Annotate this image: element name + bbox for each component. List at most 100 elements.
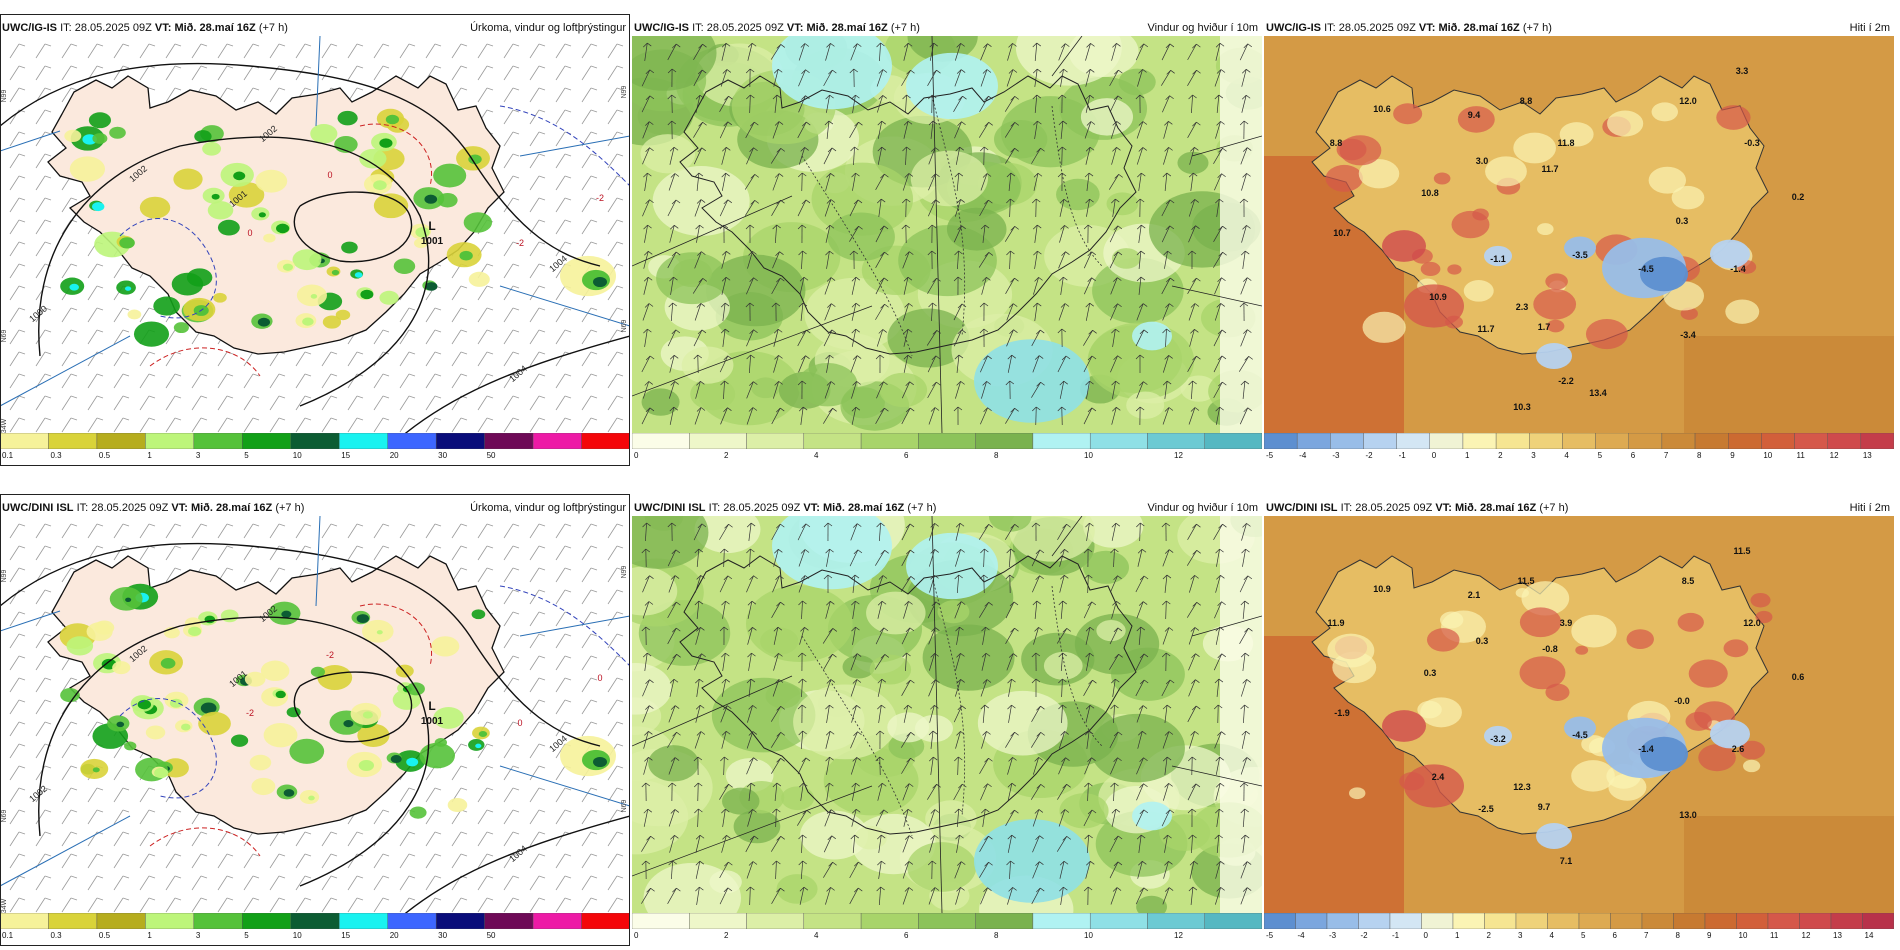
wind-barb <box>35 699 52 715</box>
wind-arrow <box>981 731 991 749</box>
wind-barb <box>87 263 104 279</box>
wind-arrow <box>1213 147 1227 164</box>
field-patch <box>433 706 464 729</box>
wind-arrow <box>1162 704 1172 723</box>
temperature-value: -0.3 <box>1744 138 1760 148</box>
field-patch <box>1096 619 1126 642</box>
field-patch <box>1358 159 1400 189</box>
wind-arrow <box>1007 678 1016 697</box>
wind-arrow <box>1215 575 1225 593</box>
temperature-value: 2.3 <box>1516 302 1529 312</box>
wind-arrow <box>693 69 707 87</box>
legend-swatch <box>96 913 146 930</box>
wind-arrow <box>1215 548 1224 567</box>
wind-arrow <box>1239 782 1249 802</box>
wind-barb <box>425 351 442 367</box>
wind-arrow <box>901 679 915 697</box>
wind-barb <box>9 787 26 803</box>
wind-arrow <box>1240 652 1250 671</box>
wind-arrow <box>1187 121 1201 139</box>
wind-barb <box>529 567 546 583</box>
field-patch <box>230 734 249 747</box>
panel-header: UWC/IG-IS IT: 28.05.2025 09Z VT: Mið. 28… <box>632 0 1262 36</box>
legend-tick-label: 30 <box>438 931 447 940</box>
wind-arrow <box>955 731 965 749</box>
wind-arrow <box>928 173 940 191</box>
wind-barb <box>555 43 572 59</box>
field-patch <box>869 654 912 685</box>
panel-title: Vindur og hviður í 10m <box>1147 22 1258 34</box>
field-patch <box>257 317 271 327</box>
wind-arrow <box>1111 198 1120 217</box>
graticule-label: N99 <box>1 89 8 102</box>
legend-swatch <box>1628 433 1663 450</box>
legend-swatch <box>145 433 195 450</box>
temperature-value: 12.0 <box>1679 96 1697 106</box>
wind-barb <box>9 395 26 411</box>
wind-barb <box>9 611 26 627</box>
wind-arrow <box>719 95 733 112</box>
wind-arrow <box>1083 601 1097 619</box>
wind-barb <box>165 853 182 869</box>
wind-arrow <box>641 69 655 87</box>
wind-arrow <box>851 381 861 399</box>
wind-arrow <box>1135 809 1149 827</box>
wind-barb <box>477 307 494 323</box>
wind-arrow <box>1161 809 1175 827</box>
field-patch <box>393 258 416 274</box>
wind-barb <box>425 373 442 389</box>
wind-barb <box>503 721 520 737</box>
panel-header: UWC/DINI ISL IT: 28.05.2025 09Z VT: Mið.… <box>1264 480 1894 516</box>
field-patch <box>1349 787 1366 800</box>
legend-tick-label: 6 <box>904 451 909 460</box>
wind-barb <box>399 373 416 389</box>
iceland-coastline <box>679 75 1137 355</box>
wind-barb <box>373 395 390 411</box>
legend-tick-label: 12 <box>1802 931 1811 940</box>
legend-swatch <box>1547 913 1580 930</box>
legend-swatch <box>746 913 805 930</box>
wind-arrow <box>720 69 732 87</box>
wind-arrow <box>642 303 654 321</box>
field-patch <box>1571 614 1617 648</box>
field-patch <box>1362 311 1406 343</box>
wind-barb <box>581 395 598 411</box>
wind-arrow <box>746 354 755 374</box>
field-patch <box>1607 110 1644 137</box>
region-border <box>1051 105 1103 267</box>
wind-barb <box>399 875 416 891</box>
wind-barb <box>503 241 520 257</box>
legend-swatch <box>1694 433 1729 450</box>
model-name: UWC/IG-IS <box>634 22 689 34</box>
wind-barb <box>555 175 572 191</box>
wind-arrow <box>667 120 677 140</box>
wind-barb <box>113 831 130 847</box>
wind-arrow <box>1108 174 1123 190</box>
legend-tick-label: 5 <box>244 931 249 940</box>
wind-arrow <box>746 407 758 425</box>
field-patch <box>1575 645 1589 655</box>
wind-arrow <box>1109 95 1123 113</box>
wind-barb <box>503 43 520 59</box>
wind-arrow <box>1239 407 1252 425</box>
temperature-value: 11.7 <box>1541 164 1558 174</box>
temperature-value: 0.3 <box>1476 636 1489 646</box>
graticule-label: N99 <box>1 569 8 582</box>
wind-arrow <box>1188 94 1197 114</box>
wind-arrow <box>1238 356 1253 372</box>
wind-barb <box>529 175 546 191</box>
wind-barb <box>295 545 312 561</box>
wind-barb <box>269 897 286 913</box>
wind-barb <box>399 831 416 847</box>
wind-barb <box>9 765 26 781</box>
wind-barb <box>477 699 494 715</box>
valid-time: Mið. 28.maí 16Z <box>190 502 273 514</box>
wind-arrow <box>1213 329 1227 347</box>
wind-barb <box>451 285 468 301</box>
field-patch <box>1136 895 1168 913</box>
wind-barb <box>581 153 598 169</box>
valid-time: Mið. 28.maí 16Z <box>1438 22 1520 34</box>
wind-arrow <box>668 575 680 593</box>
wind-barb <box>555 853 572 869</box>
field-patch <box>354 272 363 278</box>
